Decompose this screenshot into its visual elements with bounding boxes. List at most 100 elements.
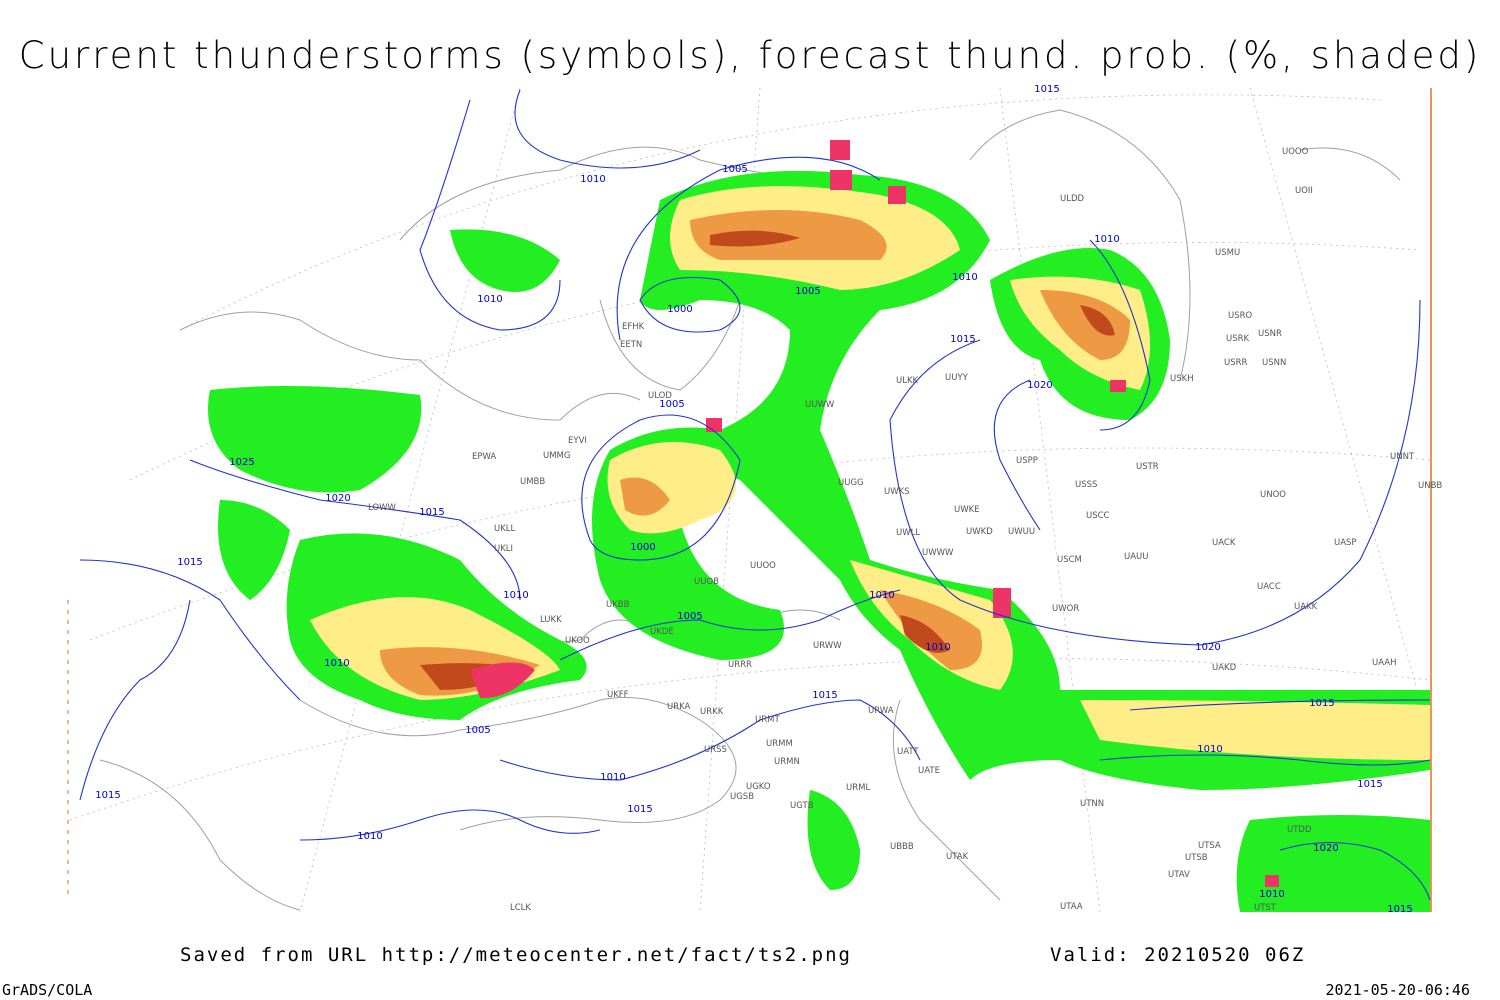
source-url: Saved from URL http://meteocenter.net/fa… bbox=[180, 944, 852, 966]
station-code: UAKD bbox=[1212, 663, 1237, 673]
station-code: EETN bbox=[620, 340, 642, 350]
station-code: ULDD bbox=[1060, 194, 1085, 204]
station-code: UMBB bbox=[520, 477, 545, 487]
isobar-label: 1015 bbox=[95, 790, 120, 801]
station-code: UWWW bbox=[922, 548, 954, 558]
isobar-label: 1015 bbox=[419, 507, 444, 518]
station-code: UWKE bbox=[954, 505, 980, 515]
isobar-label: 1015 bbox=[1387, 904, 1412, 915]
isobar-label: 1025 bbox=[229, 457, 254, 468]
isobar-label: 1005 bbox=[722, 164, 747, 175]
station-code: URRR bbox=[728, 660, 752, 670]
station-code: UGKO bbox=[746, 782, 771, 792]
station-code: URSS bbox=[704, 745, 727, 755]
graticule bbox=[69, 87, 1431, 913]
station-code: USNN bbox=[1262, 358, 1286, 368]
station-code: UGTB bbox=[790, 801, 814, 811]
station-code: UOOO bbox=[1282, 147, 1309, 157]
isobar-label: 1010 bbox=[925, 642, 950, 653]
station-code: UGSB bbox=[730, 792, 754, 802]
coastlines bbox=[99, 109, 1401, 911]
isobar-label: 1020 bbox=[1027, 380, 1052, 391]
station-code: UWKS bbox=[884, 487, 910, 497]
station-code: UTDD bbox=[1287, 825, 1312, 835]
isobar-label: 1015 bbox=[1309, 698, 1334, 709]
station-code: UKBB bbox=[606, 600, 630, 610]
station-code: URWA bbox=[868, 706, 894, 716]
station-code: UATE bbox=[918, 766, 940, 776]
isobar-label: 1010 bbox=[324, 658, 349, 669]
station-code: UMMG bbox=[543, 451, 570, 461]
isobar-label: 1010 bbox=[869, 590, 894, 601]
station-code: UASP bbox=[1334, 538, 1357, 548]
station-code: UTAV bbox=[1168, 870, 1190, 880]
station-code: UOII bbox=[1295, 186, 1313, 196]
valid-time: Valid: 20210520 06Z bbox=[1050, 944, 1305, 966]
station-code: USCC bbox=[1086, 511, 1110, 521]
station-code: UTST bbox=[1254, 903, 1277, 913]
isobar-label: 1010 bbox=[357, 831, 382, 842]
station-code: UUWW bbox=[805, 400, 835, 410]
isobar-label: 1000 bbox=[630, 542, 655, 553]
station-code: UTAK bbox=[946, 852, 969, 862]
station-code: UNNT bbox=[1390, 452, 1415, 462]
station-code: USRR bbox=[1224, 358, 1248, 368]
station-code: LOWW bbox=[368, 503, 397, 513]
station-code: USRK bbox=[1226, 334, 1250, 344]
station-code: UAUU bbox=[1124, 552, 1148, 562]
station-code: UTAA bbox=[1060, 902, 1083, 912]
station-code: UTNN bbox=[1080, 799, 1104, 809]
isobar-label: 1005 bbox=[465, 725, 490, 736]
isobar-label: 1000 bbox=[667, 304, 692, 315]
station-code: USNR bbox=[1258, 329, 1282, 339]
station-code: UAAH bbox=[1372, 658, 1396, 668]
isobar-label: 1010 bbox=[600, 772, 625, 783]
station-code: UBBB bbox=[890, 842, 914, 852]
isobar-label: 1005 bbox=[659, 399, 684, 410]
station-code: USSS bbox=[1075, 480, 1097, 490]
station-code: URWW bbox=[813, 641, 842, 651]
station-code: UUOO bbox=[750, 561, 776, 571]
station-code: UWLL bbox=[896, 528, 920, 538]
station-code: LCLK bbox=[510, 903, 531, 913]
station-code: UWKD bbox=[966, 527, 993, 537]
isobar-labels: 1005 1010 1010 1000 1005 1010 1015 1020 1010 1005… bbox=[95, 84, 1412, 915]
isobar-label: 1015 bbox=[177, 557, 202, 568]
isobar-label: 1015 bbox=[950, 334, 975, 345]
station-code: EFHK bbox=[622, 322, 645, 332]
station-labels: ULDD USMU USRO USRK USNR USRR USNN USKH UUYY ULKK… bbox=[368, 147, 1442, 913]
station-code: UKLL bbox=[494, 524, 516, 534]
isobar-label: 1015 bbox=[1034, 84, 1059, 95]
station-code: UKDE bbox=[650, 627, 674, 637]
station-code: USMU bbox=[1215, 248, 1240, 258]
isobar-label: 1010 bbox=[952, 272, 977, 283]
station-code: URMN bbox=[774, 757, 800, 767]
station-code: UKOO bbox=[565, 636, 590, 646]
isobar-label: 1010 bbox=[503, 590, 528, 601]
station-code: ULOD bbox=[648, 391, 672, 401]
station-code: EYVI bbox=[568, 436, 587, 446]
station-code: UAKK bbox=[1294, 602, 1318, 612]
station-code: UNOO bbox=[1260, 490, 1286, 500]
station-code: USTR bbox=[1136, 462, 1159, 472]
isobar-label: 1010 bbox=[1197, 744, 1222, 755]
station-code: URML bbox=[846, 783, 870, 793]
station-code: ULKK bbox=[896, 376, 919, 386]
station-code: UATT bbox=[897, 747, 919, 757]
isobar-label: 1015 bbox=[627, 804, 652, 815]
isobar-label: 1010 bbox=[580, 174, 605, 185]
station-code: UKFF bbox=[607, 690, 629, 700]
map-title: Current thunderstorms (symbols), forecas… bbox=[19, 34, 1482, 77]
timestamp: 2021-05-20-06:46 bbox=[1326, 981, 1471, 999]
station-code: UWUU bbox=[1008, 527, 1035, 537]
storm-shading bbox=[208, 140, 1430, 912]
isobar-label: 1010 bbox=[477, 294, 502, 305]
station-code: UACK bbox=[1212, 538, 1236, 548]
isobar-label: 1005 bbox=[677, 611, 702, 622]
station-code: UWOR bbox=[1052, 604, 1079, 614]
station-code: USPP bbox=[1016, 456, 1038, 466]
station-code: UNBB bbox=[1418, 481, 1442, 491]
station-code: UTSB bbox=[1185, 853, 1208, 863]
station-code: USKH bbox=[1170, 374, 1194, 384]
